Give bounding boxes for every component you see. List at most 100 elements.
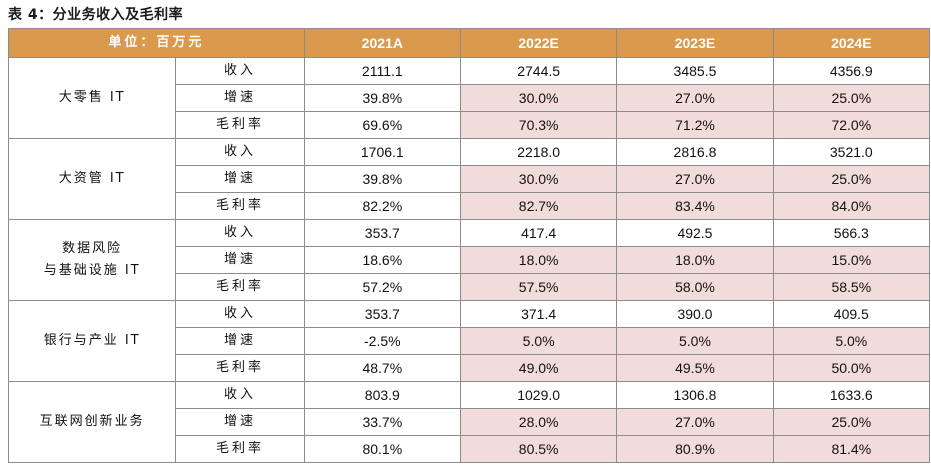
value-cell: 1633.6: [772, 381, 931, 409]
value-cell: 5.0%: [616, 327, 774, 355]
value-cell: 48.7%: [303, 354, 461, 382]
value-cell: 57.2%: [303, 273, 461, 301]
table-row: 增速 33.7% 28.0% 27.0% 25.0%: [9, 408, 931, 436]
metric-label-gross-margin: 毛利率: [175, 273, 305, 301]
table-row: 大资管 IT 收入 1706.1 2218.0 2816.8 3521.0: [7, 138, 931, 220]
value-cell: 4356.9: [772, 57, 931, 85]
value-cell: 30.0%: [459, 165, 618, 193]
value-cell: 2816.8: [616, 138, 774, 166]
value-cell: 50.0%: [772, 354, 931, 382]
segment-label-banking-industry-it: 银行与产业 IT: [7, 300, 177, 382]
table-row: 增速 39.8% 30.0% 27.0% 25.0%: [9, 84, 931, 112]
value-cell: 83.4%: [616, 192, 774, 220]
year-header-2024e: 2024E: [772, 28, 931, 58]
table-caption: 表 4：分业务收入及毛利率: [8, 7, 184, 23]
value-cell: 390.0: [616, 300, 774, 328]
table-row: 互联网创新业务 收入 803.9 1029.0 1306.8 1633.6: [7, 381, 931, 463]
metric-label-growth: 增速: [175, 246, 305, 274]
metric-label-revenue: 收入: [175, 138, 305, 166]
table-row: 毛利率 69.6% 70.3% 71.2% 72.0%: [9, 111, 931, 139]
metric-label-gross-margin: 毛利率: [175, 435, 305, 463]
value-cell: 566.3: [772, 219, 931, 247]
table-row: 数据风险 与基础设施 IT 收入 353.7 417.4 492.5 566.3: [7, 219, 931, 301]
value-cell: 81.4%: [772, 435, 931, 463]
value-cell: 80.1%: [303, 435, 461, 463]
value-cell: 417.4: [459, 219, 618, 247]
table-row: 毛利率 57.2% 57.5% 58.0% 58.5%: [9, 273, 931, 301]
value-cell: 1706.1: [303, 138, 461, 166]
value-cell: 2744.5: [459, 57, 618, 85]
value-cell: 15.0%: [772, 246, 931, 274]
value-cell: 58.5%: [772, 273, 931, 301]
value-cell: 39.8%: [303, 165, 461, 193]
metric-label-growth: 增速: [175, 327, 305, 355]
value-cell: 18.0%: [616, 246, 774, 274]
value-cell: 5.0%: [772, 327, 931, 355]
value-cell: 353.7: [303, 300, 461, 328]
value-cell: 1306.8: [616, 381, 774, 409]
metric-label-gross-margin: 毛利率: [175, 354, 305, 382]
table-row: 毛利率 82.2% 82.7% 83.4% 84.0%: [9, 192, 931, 220]
value-cell: 1029.0: [459, 381, 618, 409]
unit-header: 单位：百万元: [8, 28, 305, 58]
value-cell: 49.0%: [459, 354, 618, 382]
segment-label-internet-innovation: 互联网创新业务: [7, 381, 177, 463]
table-row: 增速 -2.5% 5.0% 5.0% 5.0%: [9, 327, 931, 355]
metric-label-revenue: 收入: [175, 300, 305, 328]
segment-label-data-risk-infra-it: 数据风险 与基础设施 IT: [7, 219, 177, 301]
value-cell: 28.0%: [459, 408, 618, 436]
table-row: 毛利率 80.1% 80.5% 80.9% 81.4%: [9, 435, 931, 463]
value-cell: 371.4: [459, 300, 618, 328]
value-cell: 33.7%: [303, 408, 461, 436]
value-cell: 2111.1: [303, 57, 461, 85]
segment-label-line: 数据风险: [62, 241, 123, 256]
value-cell: 27.0%: [616, 84, 774, 112]
metric-label-revenue: 收入: [175, 381, 305, 409]
value-cell: 80.9%: [616, 435, 774, 463]
value-cell: 49.5%: [616, 354, 774, 382]
metric-label-revenue: 收入: [175, 219, 305, 247]
metric-label-growth: 增速: [175, 408, 305, 436]
table-row: 增速 18.6% 18.0% 18.0% 15.0%: [9, 246, 931, 274]
value-cell: 27.0%: [616, 408, 774, 436]
value-cell: 492.5: [616, 219, 774, 247]
value-cell: 27.0%: [616, 165, 774, 193]
value-cell: 80.5%: [459, 435, 618, 463]
year-header-2023e: 2023E: [616, 28, 774, 58]
value-cell: 25.0%: [772, 408, 931, 436]
year-header-2021a: 2021A: [303, 28, 461, 58]
metric-label-growth: 增速: [175, 84, 305, 112]
value-cell: 353.7: [303, 219, 461, 247]
table-row: 大零售 IT 收入 2111.1 2744.5 3485.5 4356.9: [7, 57, 931, 139]
value-cell: 3521.0: [772, 138, 931, 166]
value-cell: 3485.5: [616, 57, 774, 85]
segment-label-retail-it: 大零售 IT: [7, 57, 177, 139]
value-cell: 58.0%: [616, 273, 774, 301]
value-cell: 72.0%: [772, 111, 931, 139]
metric-label-revenue: 收入: [175, 57, 305, 85]
metric-label-gross-margin: 毛利率: [175, 192, 305, 220]
value-cell: 70.3%: [459, 111, 618, 139]
metric-label-gross-margin: 毛利率: [175, 111, 305, 139]
value-cell: 18.0%: [459, 246, 618, 274]
value-cell: 25.0%: [772, 165, 931, 193]
value-cell: 82.7%: [459, 192, 618, 220]
table-row: 增速 39.8% 30.0% 27.0% 25.0%: [9, 165, 931, 193]
value-cell: 82.2%: [303, 192, 461, 220]
value-cell: 18.6%: [303, 246, 461, 274]
value-cell: 84.0%: [772, 192, 931, 220]
metric-label-growth: 增速: [175, 165, 305, 193]
value-cell: 409.5: [772, 300, 931, 328]
value-cell: 5.0%: [459, 327, 618, 355]
value-cell: 30.0%: [459, 84, 618, 112]
segment-label-line: 与基础设施 IT: [43, 263, 141, 278]
value-cell: 57.5%: [459, 273, 618, 301]
header-row: 单位：百万元 2021A 2022E 2023E 2024E: [8, 28, 931, 58]
value-cell: 39.8%: [303, 84, 461, 112]
value-cell: -2.5%: [303, 327, 461, 355]
value-cell: 25.0%: [772, 84, 931, 112]
segment-label-asset-mgmt-it: 大资管 IT: [7, 138, 177, 220]
value-cell: 69.6%: [303, 111, 461, 139]
value-cell: 803.9: [303, 381, 461, 409]
value-cell: 71.2%: [616, 111, 774, 139]
